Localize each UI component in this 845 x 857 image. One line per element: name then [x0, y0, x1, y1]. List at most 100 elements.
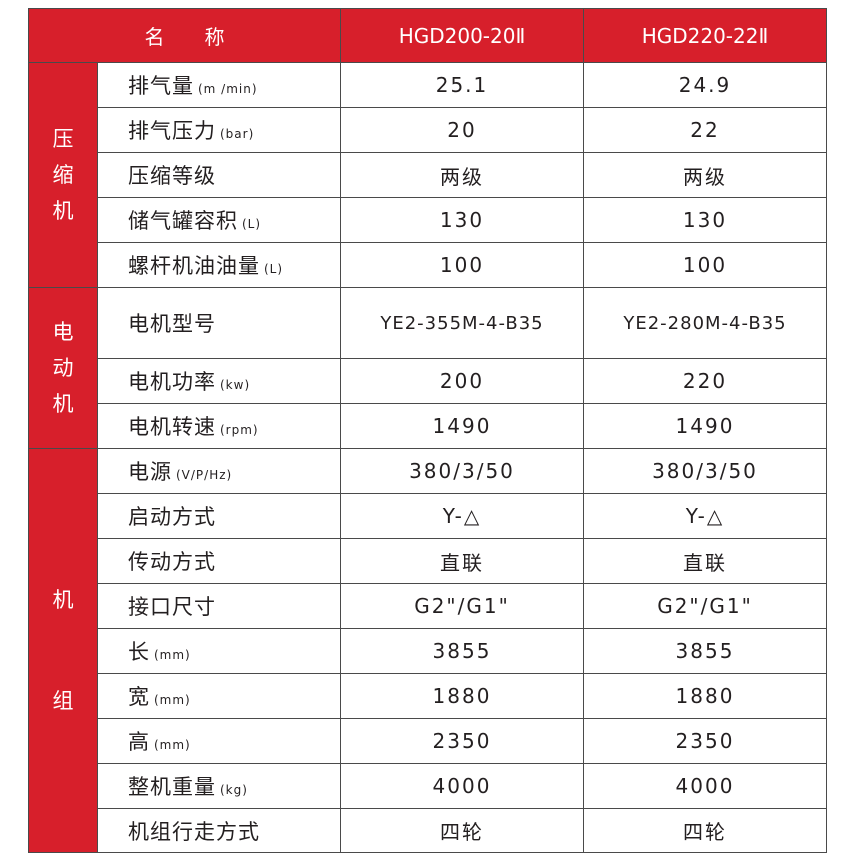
value-model-1: 2350	[340, 718, 584, 764]
row-label-cell: 传动方式	[97, 538, 341, 584]
row-label-cell: 电机功率 (kw)	[97, 358, 341, 404]
value-model-2: 220	[583, 358, 827, 404]
row-label: 宽	[128, 685, 150, 709]
group-label: 压缩机	[28, 62, 98, 288]
table-row: 高 (mm) 2350 2350	[29, 718, 827, 764]
group-label-char: 机	[52, 199, 74, 223]
row-label-cell: 压缩等级	[97, 152, 341, 198]
table-row: 压缩等级 两级 两级	[29, 152, 827, 198]
row-label-cell: 电机型号	[97, 287, 341, 359]
table-row: 宽 (mm) 1880 1880	[29, 673, 827, 719]
row-label: 电机功率	[128, 370, 216, 394]
value-model-1: 380/3/50	[340, 448, 584, 494]
row-unit: (kg)	[220, 783, 248, 797]
row-label-cell: 宽 (mm)	[97, 673, 341, 719]
value-model-1: 20	[340, 107, 584, 153]
value-model-2: 两级	[583, 152, 827, 198]
row-label: 电机型号	[128, 312, 216, 336]
row-unit: (L)	[264, 262, 284, 276]
value-model-1: 130	[340, 197, 584, 243]
table-row: 电机功率 (kw) 200 220	[29, 358, 827, 404]
value-model-1: 四轮	[340, 808, 584, 853]
row-label-cell: 接口尺寸	[97, 583, 341, 629]
row-label-cell: 排气压力 (bar)	[97, 107, 341, 153]
row-label-cell: 启动方式	[97, 493, 341, 539]
row-label: 启动方式	[128, 505, 216, 529]
row-unit: (mm)	[154, 648, 191, 662]
table-row: 机组 电源 (V/P/Hz) 380/3/50 380/3/50	[28, 448, 827, 853]
row-unit: (L)	[242, 217, 262, 231]
table-row: 排气压力 (bar) 20 22	[29, 107, 827, 153]
group-label: 机组	[28, 448, 98, 853]
row-label: 传动方式	[128, 550, 216, 574]
value-model-1: 直联	[340, 538, 584, 584]
row-label: 储气罐容积	[128, 209, 238, 233]
value-model-1: 两级	[340, 152, 584, 198]
group-label-char: 组	[52, 689, 74, 713]
row-label: 排气量	[128, 74, 194, 98]
row-label-cell: 机组行走方式	[97, 808, 341, 853]
value-model-1: 1880	[340, 673, 584, 719]
table-row: 机组行走方式 四轮 四轮	[29, 808, 827, 853]
row-label-cell: 电源 (V/P/Hz)	[97, 448, 341, 494]
value-model-2: 2350	[583, 718, 827, 764]
group-label: 电动机	[28, 287, 98, 449]
table-row: 电动机 电机型号 YE2-355M-4-B35 YE2-280M-4-B35	[28, 287, 827, 449]
group-label-char: 机	[52, 588, 74, 612]
group-label-char: 缩	[52, 163, 74, 187]
row-unit: (rpm)	[220, 423, 259, 437]
row-label-cell: 长 (mm)	[97, 628, 341, 674]
table-row: 传动方式 直联 直联	[29, 538, 827, 584]
table-row: 接口尺寸 G2"/G1" G2"/G1"	[29, 583, 827, 629]
value-model-2: 3855	[583, 628, 827, 674]
value-model-2: 22	[583, 107, 827, 153]
value-model-1: 200	[340, 358, 584, 404]
table-row: 启动方式 Y-△ Y-△	[29, 493, 827, 539]
value-model-1: 25.1	[340, 62, 584, 108]
group-label-char: 动	[52, 356, 74, 380]
row-label-cell: 储气罐容积 (L)	[97, 197, 341, 243]
table-row: 储气罐容积 (L) 130 130	[29, 197, 827, 243]
value-model-1: 1490	[340, 403, 584, 449]
row-unit: (mm)	[154, 693, 191, 707]
value-model-2: 130	[583, 197, 827, 243]
row-unit: (m /min)	[198, 82, 258, 96]
value-model-1: YE2-355M-4-B35	[340, 287, 584, 359]
row-label: 整机重量	[128, 775, 216, 799]
value-model-1: G2"/G1"	[340, 583, 584, 629]
row-label-cell: 排气量 (m /min)	[97, 62, 341, 108]
group-label-char: 机	[52, 392, 74, 416]
value-model-1: 100	[340, 242, 584, 288]
table-row: 螺杆机油油量 (L) 100 100	[29, 242, 827, 288]
row-label: 长	[128, 640, 150, 664]
row-label: 接口尺寸	[128, 595, 216, 619]
row-unit: (kw)	[220, 378, 251, 392]
header-name: 名 称	[28, 8, 341, 63]
row-label: 螺杆机油油量	[128, 254, 260, 278]
table-row: 整机重量 (kg) 4000 4000	[29, 763, 827, 809]
value-model-2: 380/3/50	[583, 448, 827, 494]
row-unit: (mm)	[154, 738, 191, 752]
header-row: 名 称 HGD200-20Ⅱ HGD220-22Ⅱ	[28, 8, 827, 63]
value-model-2: 四轮	[583, 808, 827, 853]
row-label: 压缩等级	[128, 164, 216, 188]
header-model-1: HGD200-20Ⅱ	[340, 8, 584, 63]
value-model-2: 1880	[583, 673, 827, 719]
table-row: 长 (mm) 3855 3855	[29, 628, 827, 674]
row-label-cell: 螺杆机油油量 (L)	[97, 242, 341, 288]
value-model-2: 4000	[583, 763, 827, 809]
row-label: 高	[128, 730, 150, 754]
table-row: 压缩机 排气量 (m /min) 25.1 24.9	[28, 62, 827, 288]
value-model-2: Y-△	[583, 493, 827, 539]
row-label-cell: 电机转速 (rpm)	[97, 403, 341, 449]
row-unit: (bar)	[220, 127, 255, 141]
row-label-cell: 整机重量 (kg)	[97, 763, 341, 809]
table-row: 电机转速 (rpm) 1490 1490	[29, 403, 827, 449]
value-model-2: 100	[583, 242, 827, 288]
row-label: 排气压力	[128, 119, 216, 143]
header-model-2: HGD220-22Ⅱ	[583, 8, 827, 63]
value-model-1: 3855	[340, 628, 584, 674]
row-label: 机组行走方式	[128, 819, 260, 844]
value-model-2: YE2-280M-4-B35	[583, 287, 827, 359]
row-label: 电机转速	[128, 415, 216, 439]
